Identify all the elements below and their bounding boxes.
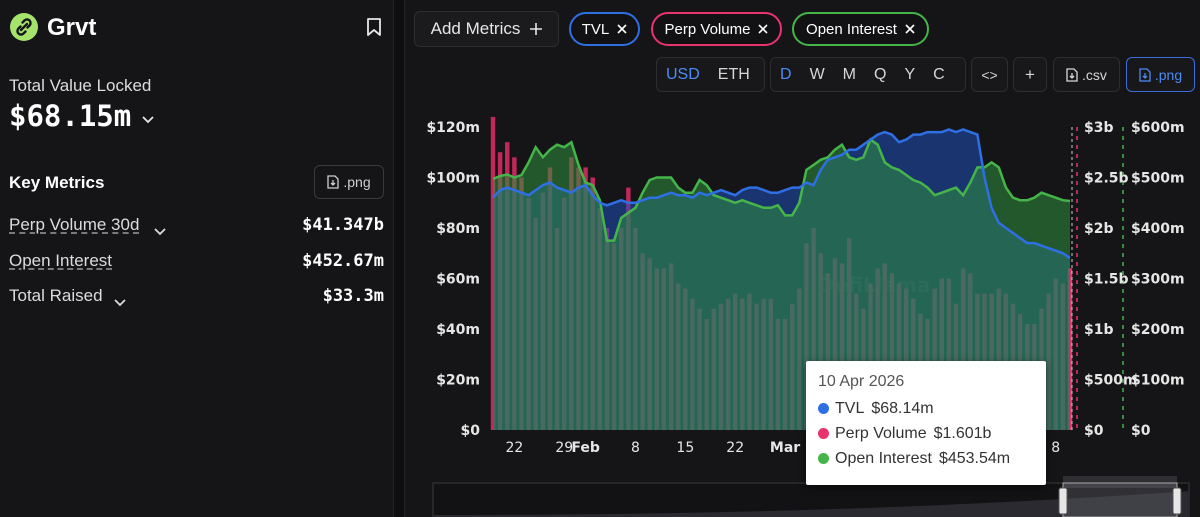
key-metric-label[interactable]: Perp Volume 30d [9, 215, 140, 234]
tooltip-row-open-interest: Open Interest $453.54m [818, 446, 1034, 471]
protocol-summary-panel: Grvt Total Value Locked $68.15m Key Metr… [0, 0, 394, 517]
perp-volume-dot-icon [818, 428, 829, 439]
interval-toggle: D W M Q Y C [770, 57, 966, 92]
close-icon[interactable] [905, 24, 915, 34]
plus-icon [530, 23, 543, 35]
key-metric-label[interactable]: Open Interest [9, 251, 113, 270]
tooltip-series-name: TVL [835, 399, 865, 417]
metric-pill-label: TVL [581, 20, 610, 38]
tooltip-series-name: Perp Volume [835, 424, 927, 442]
chart-tooltip: 10 Apr 2026 TVL $68.14m Perp Volume $1.6… [806, 361, 1046, 485]
chevron-down-icon[interactable] [142, 111, 154, 129]
currency-toggle: USD ETH [656, 57, 765, 92]
close-icon[interactable] [617, 24, 627, 34]
key-metric-row-open-interest: Open Interest $452.67m [9, 251, 384, 275]
key-metric-value: $452.67m [302, 251, 384, 271]
png-download-button[interactable]: .png [314, 165, 384, 199]
add-metrics-label: Add Metrics [430, 19, 521, 38]
key-metric-value: $41.347b [302, 215, 384, 235]
tooltip-series-value: $1.601b [933, 424, 992, 442]
currency-option-eth[interactable]: ETH [717, 65, 750, 83]
metric-pill-open-interest[interactable]: Open Interest [792, 12, 929, 46]
tooltip-series-value: $453.54m [938, 449, 1011, 467]
tooltip-row-tvl: TVL $68.14m [818, 396, 1034, 421]
interval-option-d[interactable]: D [780, 65, 792, 83]
chevron-down-icon[interactable] [114, 292, 126, 312]
interval-option-w[interactable]: W [809, 65, 825, 83]
bookmark-icon[interactable] [366, 18, 382, 41]
embed-button[interactable]: <> [971, 57, 1008, 92]
csv-download-button[interactable]: .csv [1053, 57, 1120, 92]
metric-pill-perp-volume[interactable]: Perp Volume [651, 12, 782, 46]
file-download-icon [1139, 67, 1151, 82]
metric-pill-tvl[interactable]: TVL [569, 12, 640, 46]
plus-label: + [1025, 64, 1035, 84]
tvl-value: $68.15m [9, 99, 132, 133]
tvl-label: Total Value Locked [9, 76, 152, 95]
grvt-logo [10, 13, 38, 41]
png-label: .png [1154, 66, 1183, 83]
embed-label: <> [981, 66, 998, 83]
interval-option-c[interactable]: C [933, 65, 945, 83]
png-chart-download-button[interactable]: .png [1126, 57, 1195, 92]
tooltip-series-name: Open Interest [835, 449, 932, 467]
tooltip-series-value: $68.14m [871, 399, 934, 417]
chevron-down-icon[interactable] [154, 221, 166, 241]
key-metric-value: $33.3m [322, 286, 384, 306]
key-metric-row-total-raised[interactable]: Total Raised $33.3m [9, 286, 384, 310]
key-metrics-title: Key Metrics [9, 173, 105, 192]
tvl-dot-icon [818, 403, 829, 414]
protocol-name: Grvt [47, 14, 97, 41]
tooltip-row-perp-volume: Perp Volume $1.601b [818, 421, 1034, 446]
add-chart-button[interactable]: + [1013, 57, 1047, 92]
file-download-icon [327, 175, 340, 189]
metric-pill-label: Open Interest [806, 20, 897, 38]
csv-label: .csv [1082, 66, 1107, 83]
add-metrics-button[interactable]: Add Metrics [414, 11, 559, 47]
open-interest-dot-icon [818, 453, 829, 464]
close-icon[interactable] [758, 24, 769, 34]
file-download-icon [1066, 67, 1078, 82]
png-label: .png [343, 174, 371, 190]
interval-option-m[interactable]: M [842, 65, 856, 83]
key-metric-label: Total Raised [9, 286, 103, 305]
tooltip-date: 10 Apr 2026 [818, 373, 905, 390]
currency-option-usd[interactable]: USD [666, 65, 700, 83]
interval-option-y[interactable]: Y [904, 65, 916, 83]
link-icon [16, 18, 32, 36]
metric-pill-label: Perp Volume [664, 20, 751, 38]
interval-option-q[interactable]: Q [874, 65, 887, 83]
key-metric-row-perp-volume[interactable]: Perp Volume 30d $41.347b [9, 215, 384, 239]
